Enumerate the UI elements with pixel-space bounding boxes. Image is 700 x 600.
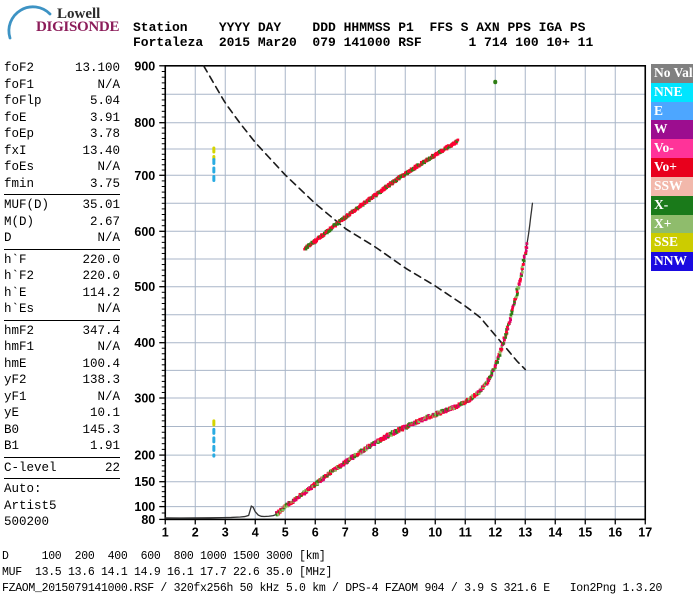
svg-text:800: 800 [134,116,155,130]
svg-text:15: 15 [578,525,592,539]
svg-text:600: 600 [134,225,155,239]
svg-text:13: 13 [518,525,532,539]
svg-text:80: 80 [141,513,155,527]
svg-text:900: 900 [134,59,155,73]
svg-text:1: 1 [162,525,169,539]
svg-text:3: 3 [222,525,229,539]
svg-text:8: 8 [372,525,379,539]
svg-text:4: 4 [252,525,259,539]
svg-text:400: 400 [134,336,155,350]
svg-text:2: 2 [192,525,199,539]
svg-text:16: 16 [608,525,622,539]
svg-text:500: 500 [134,280,155,294]
svg-text:9: 9 [402,525,409,539]
svg-text:10: 10 [428,525,442,539]
svg-text:14: 14 [548,525,562,539]
svg-text:17: 17 [638,525,652,539]
svg-text:700: 700 [134,169,155,183]
svg-text:300: 300 [134,392,155,406]
svg-text:12: 12 [488,525,502,539]
svg-text:5: 5 [282,525,289,539]
svg-text:150: 150 [134,475,155,489]
svg-text:200: 200 [134,449,155,463]
svg-text:7: 7 [342,525,349,539]
svg-text:6: 6 [312,525,319,539]
svg-text:11: 11 [459,525,472,539]
